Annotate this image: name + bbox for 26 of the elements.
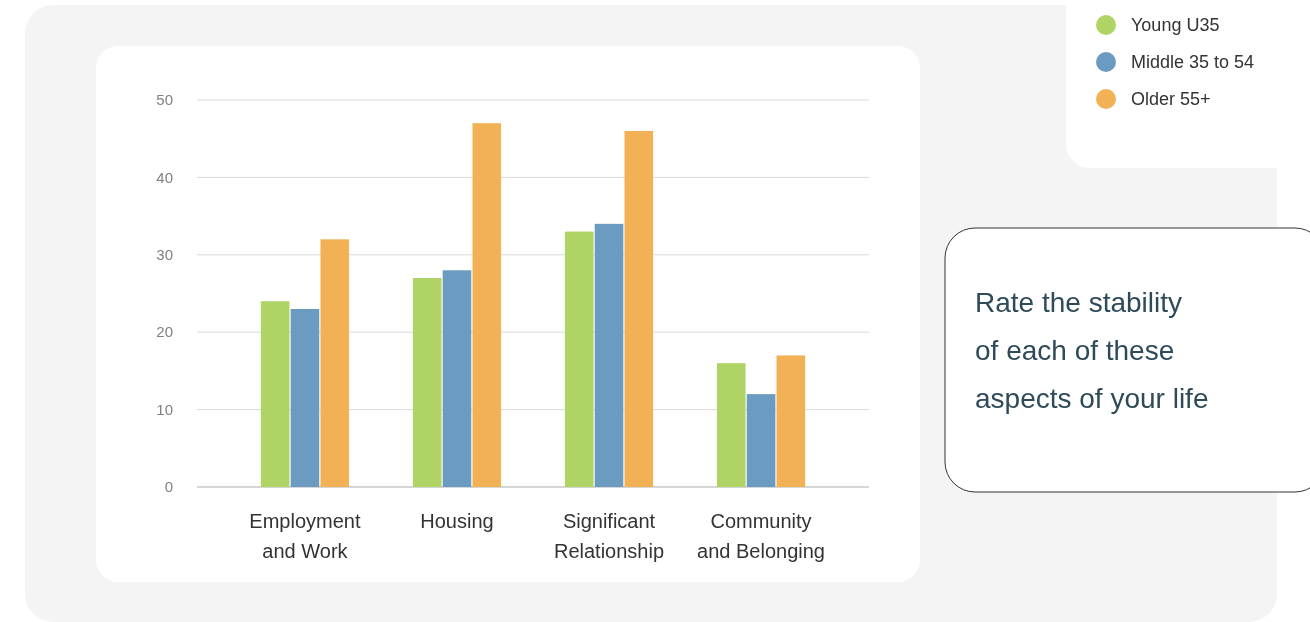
text: Rate the stability of each of these aspects of your life — [975, 287, 1209, 414]
bar — [594, 223, 624, 487]
bar — [290, 308, 320, 487]
bar — [472, 123, 502, 487]
x-tick-label: Housing — [420, 510, 494, 532]
bar — [746, 394, 776, 487]
legend-label: Middle 35 to 54 — [1131, 52, 1255, 73]
bar — [564, 231, 594, 487]
x-tick-label: Significant Relationship — [553, 510, 665, 562]
bar — [260, 301, 290, 487]
bar — [716, 363, 746, 487]
bar — [412, 278, 442, 487]
y-tick-label: 50 — [156, 91, 173, 109]
legend-label: Young U35 — [1131, 15, 1220, 36]
bar — [624, 130, 654, 487]
y-tick-label: 40 — [156, 168, 173, 186]
y-tick-label: 0 — [164, 478, 173, 496]
y-tick-label: 30 — [156, 246, 173, 264]
y-tick-label: 10 — [156, 400, 173, 418]
x-tick-label: Community and Belonging — [697, 510, 825, 562]
y-tick-label: 20 — [156, 323, 173, 341]
x-tick-label: Employment and Work — [249, 510, 361, 562]
bar — [320, 239, 350, 487]
bar — [776, 355, 806, 487]
legend-label: Older 55+ — [1131, 89, 1211, 110]
bar — [442, 270, 472, 487]
